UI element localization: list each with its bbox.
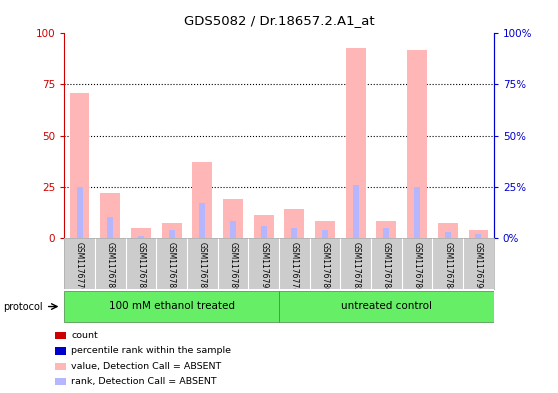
Bar xyxy=(230,221,236,238)
Text: GSM1176789: GSM1176789 xyxy=(228,242,238,293)
Bar xyxy=(353,185,359,238)
Bar xyxy=(169,230,175,238)
Text: untreated control: untreated control xyxy=(341,301,432,311)
Bar xyxy=(55,332,66,340)
Bar xyxy=(261,226,267,238)
Text: GSM1176791: GSM1176791 xyxy=(259,242,268,293)
Bar xyxy=(438,224,458,238)
Bar xyxy=(70,93,89,238)
Text: GSM1176788: GSM1176788 xyxy=(443,242,453,293)
Text: count: count xyxy=(71,331,98,340)
Bar xyxy=(407,50,427,238)
Text: GSM1176781: GSM1176781 xyxy=(105,242,115,293)
Text: GSM1176784: GSM1176784 xyxy=(382,242,391,293)
Text: GSM1176783: GSM1176783 xyxy=(136,242,146,293)
Bar xyxy=(64,290,279,322)
Bar xyxy=(138,236,144,238)
Text: GDS5082 / Dr.18657.2.A1_at: GDS5082 / Dr.18657.2.A1_at xyxy=(184,14,374,27)
Text: GSM1176779: GSM1176779 xyxy=(75,242,84,293)
Bar xyxy=(199,203,205,238)
Text: GSM1176778: GSM1176778 xyxy=(290,242,299,293)
Text: rank, Detection Call = ABSENT: rank, Detection Call = ABSENT xyxy=(71,377,217,386)
Bar xyxy=(223,199,243,238)
Bar xyxy=(55,378,66,385)
Bar xyxy=(445,231,451,238)
Text: protocol: protocol xyxy=(3,301,42,312)
Bar xyxy=(315,221,335,238)
Bar xyxy=(285,209,304,238)
Text: GSM1176782: GSM1176782 xyxy=(351,242,360,293)
Text: GSM1176786: GSM1176786 xyxy=(412,242,422,293)
Bar xyxy=(346,48,365,238)
Bar xyxy=(279,290,494,322)
Bar xyxy=(55,363,66,370)
Bar xyxy=(291,228,297,238)
Bar xyxy=(475,234,482,238)
Bar xyxy=(193,162,212,238)
Bar xyxy=(377,221,396,238)
Text: GSM1176780: GSM1176780 xyxy=(320,242,330,293)
Bar xyxy=(322,230,328,238)
Bar xyxy=(383,228,389,238)
Text: 100 mM ethanol treated: 100 mM ethanol treated xyxy=(109,301,234,311)
Bar xyxy=(254,215,273,238)
Text: GSM1176787: GSM1176787 xyxy=(198,242,207,293)
Text: GSM1176785: GSM1176785 xyxy=(167,242,176,293)
Bar xyxy=(414,187,420,238)
Bar xyxy=(107,217,113,238)
Bar xyxy=(162,224,181,238)
Text: value, Detection Call = ABSENT: value, Detection Call = ABSENT xyxy=(71,362,222,371)
Bar xyxy=(469,230,488,238)
Bar xyxy=(76,187,83,238)
Bar xyxy=(100,193,120,238)
Text: percentile rank within the sample: percentile rank within the sample xyxy=(71,347,231,356)
Bar xyxy=(55,347,66,354)
Text: GSM1176790: GSM1176790 xyxy=(474,242,483,293)
Bar xyxy=(131,228,151,238)
